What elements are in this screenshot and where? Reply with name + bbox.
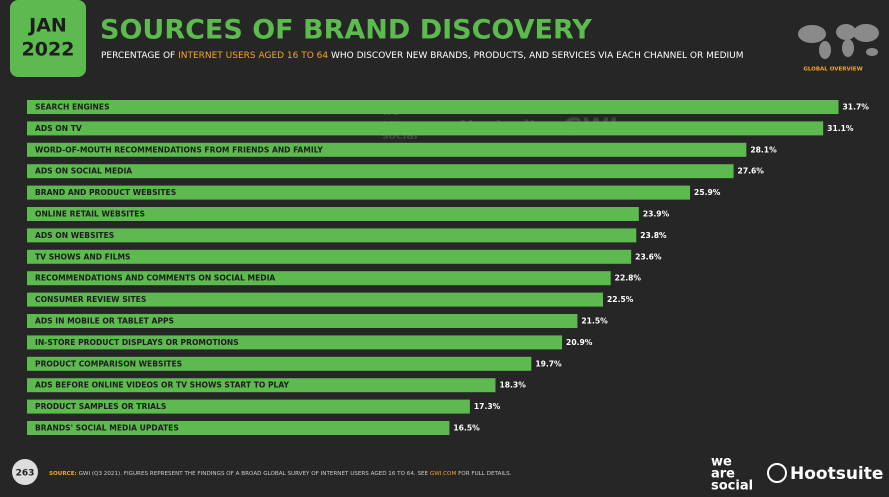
category-label: ADS ON SOCIAL MEDIA <box>35 167 132 176</box>
region-label: GLOBAL OVERVIEW <box>803 67 862 73</box>
bar <box>27 142 747 157</box>
value-label: 22.8% <box>615 274 642 283</box>
bar <box>27 249 632 264</box>
source-text: GWI (Q3 2021). FIGURES REPRESENT THE FIN… <box>77 471 430 477</box>
badge-month: JAN <box>27 15 67 37</box>
owl-icon <box>767 463 787 483</box>
bar <box>27 228 637 243</box>
bar <box>27 399 470 414</box>
subtitle-part: WHO DISCOVER NEW BRANDS, PRODUCTS, AND S… <box>328 51 743 61</box>
title: SOURCES OF BRAND DISCOVERY <box>100 15 592 46</box>
category-label: PRODUCT SAMPLES OR TRIALS <box>35 402 166 411</box>
category-label: TV SHOWS AND FILMS <box>35 252 131 261</box>
value-label: 18.3% <box>499 381 526 390</box>
subtitle: PERCENTAGE OF INTERNET USERS AGED 16 TO … <box>101 51 744 61</box>
value-label: 25.9% <box>694 188 721 197</box>
bar <box>27 356 532 371</box>
category-label: ADS IN MOBILE OR TABLET APPS <box>35 317 174 326</box>
category-label: BRANDS' SOCIAL MEDIA UPDATES <box>35 424 179 433</box>
value-label: 17.3% <box>474 402 501 411</box>
source-prefix: SOURCE: <box>49 471 77 477</box>
value-label: 31.7% <box>843 103 870 112</box>
logo-we-are-social: we are social <box>711 455 753 494</box>
category-label: ADS ON WEBSITES <box>35 231 114 240</box>
logo-hootsuite: Hootsuite <box>790 464 883 484</box>
bar-chart: SEARCH ENGINES 31.7% ADS ON TV 31.1% WORD-OF… <box>27 100 869 435</box>
category-label: BRAND AND PRODUCT WEBSITES <box>35 188 176 197</box>
bar <box>27 378 496 393</box>
value-label: 23.9% <box>643 210 670 219</box>
value-label: 23.6% <box>635 252 662 261</box>
badge-year: 2022 <box>22 39 75 61</box>
world-map-icon <box>798 24 879 59</box>
logo-text: social <box>711 479 753 494</box>
category-label: ONLINE RETAIL WEBSITES <box>35 210 145 219</box>
bar <box>27 100 839 114</box>
value-label: 28.1% <box>750 145 777 154</box>
category-label: PRODUCT COMPARISON WEBSITES <box>35 359 182 368</box>
value-label: 23.8% <box>640 231 667 240</box>
value-label: 20.9% <box>566 338 593 347</box>
source-text: FOR FULL DETAILS. <box>456 471 511 477</box>
subtitle-highlight: INTERNET USERS AGED 16 TO 64 <box>178 51 328 61</box>
category-label: ADS BEFORE ONLINE VIDEOS OR TV SHOWS STA… <box>35 381 290 390</box>
page-number: 263 <box>16 469 35 479</box>
bar <box>27 164 734 179</box>
logo-text: are <box>711 467 735 482</box>
page-badge <box>12 459 38 485</box>
date-badge <box>10 0 86 77</box>
bar <box>27 314 578 328</box>
value-label: 21.5% <box>581 317 608 326</box>
subtitle-part: PERCENTAGE OF <box>101 51 178 61</box>
value-label: 31.1% <box>827 124 854 133</box>
source-note: SOURCE: GWI (Q3 2021). FIGURES REPRESENT… <box>49 471 512 477</box>
bar <box>27 335 563 350</box>
category-label: CONSUMER REVIEW SITES <box>35 295 146 304</box>
value-label: 19.7% <box>535 359 562 368</box>
source-link: GWI.COM <box>430 471 457 477</box>
bar <box>27 207 639 221</box>
category-label: SEARCH ENGINES <box>35 103 110 112</box>
value-label: 27.6% <box>738 167 765 176</box>
category-label: RECOMMENDATIONS AND COMMENTS ON SOCIAL M… <box>35 274 275 283</box>
bar <box>27 271 611 286</box>
bar <box>27 421 450 435</box>
category-label: IN-STORE PRODUCT DISPLAYS OR PROMOTIONS <box>35 338 239 347</box>
category-label: ADS ON TV <box>35 124 82 133</box>
bar <box>27 185 691 200</box>
bar <box>27 292 603 307</box>
category-label: WORD-OF-MOUTH RECOMMENDATIONS FROM FRIEN… <box>35 145 323 154</box>
value-label: 16.5% <box>453 424 480 433</box>
bar <box>27 121 824 136</box>
logo-text: we <box>711 455 732 470</box>
value-label: 22.5% <box>607 295 634 304</box>
